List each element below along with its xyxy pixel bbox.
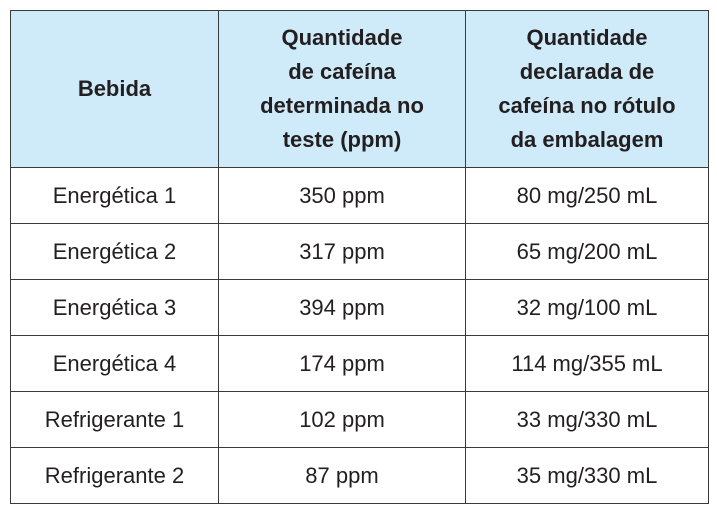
table-cell: 350 ppm	[218, 167, 466, 224]
table-cell: 35 mg/330 mL	[465, 447, 709, 504]
header-line: da embalagem	[510, 127, 664, 152]
table-cell: 32 mg/100 mL	[465, 279, 709, 336]
caffeine-table: Bebida Quantidade de cafeína determinada no…	[10, 10, 709, 504]
table-cell: 65 mg/200 mL	[465, 223, 709, 280]
header-line: de cafeína	[288, 59, 396, 84]
header-cell: Bebida	[10, 10, 219, 168]
table-cell: Refrigerante 1	[10, 391, 219, 448]
header-line: teste (ppm)	[282, 127, 402, 152]
table-cell: 317 ppm	[218, 223, 466, 280]
table-row: Energética 1 350 ppm 80 mg/250 mL	[10, 167, 709, 224]
header-line: Bebida	[77, 76, 152, 101]
table-cell: Energética 1	[10, 167, 219, 224]
table-cell: 102 ppm	[218, 391, 466, 448]
table-cell: 114 mg/355 mL	[465, 335, 709, 392]
table-cell: Energética 2	[10, 223, 219, 280]
header-row: Bebida Quantidade de cafeína determinada no…	[10, 10, 709, 168]
header-cell: Quantidade declarada de cafeína no rótulo d…	[465, 10, 709, 168]
table-cell: Refrigerante 2	[10, 447, 219, 504]
header-line: determinada no	[260, 93, 424, 118]
table-cell: 87 ppm	[218, 447, 466, 504]
table-cell: 80 mg/250 mL	[465, 167, 709, 224]
table-row: Energética 2 317 ppm 65 mg/200 mL	[10, 223, 709, 280]
header-line: cafeína no rótulo	[498, 93, 676, 118]
table-row: Energética 4 174 ppm 114 mg/355 mL	[10, 335, 709, 392]
table-cell: 33 mg/330 mL	[465, 391, 709, 448]
table-cell: 174 ppm	[218, 335, 466, 392]
header-cell: Quantidade de cafeína determinada no teste …	[218, 10, 466, 168]
header-line: Quantidade	[526, 25, 648, 50]
table-row: Energética 3 394 ppm 32 mg/100 mL	[10, 279, 709, 336]
table-body: Energética 1 350 ppm 80 mg/250 mL Energétic…	[10, 167, 709, 504]
header-line: Quantidade	[281, 25, 403, 50]
table-cell: 394 ppm	[218, 279, 466, 336]
table-cell: Energética 4	[10, 335, 219, 392]
table-row: Refrigerante 1 102 ppm 33 mg/330 mL	[10, 391, 709, 448]
header-line: declarada de	[519, 59, 655, 84]
table-row: Refrigerante 2 87 ppm 35 mg/330 mL	[10, 447, 709, 504]
table-cell: Energética 3	[10, 279, 219, 336]
